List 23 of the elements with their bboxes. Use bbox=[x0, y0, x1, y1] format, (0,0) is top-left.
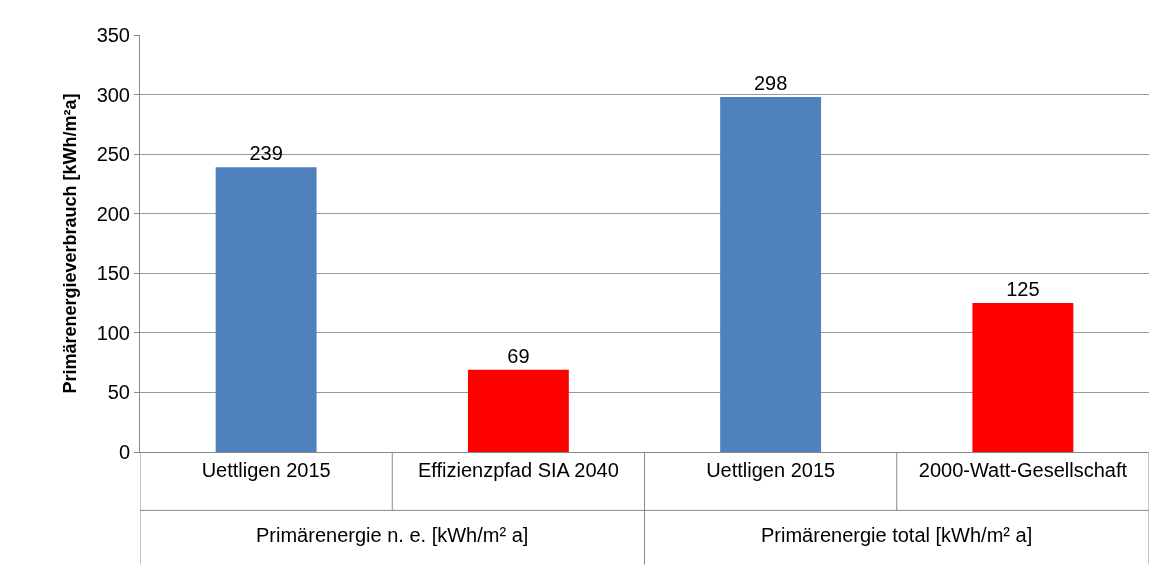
bar bbox=[467, 369, 569, 452]
x-tick-label: Uettligen 2015 bbox=[201, 459, 331, 481]
bar bbox=[215, 167, 317, 452]
text: Primärenergie n. e. [kWh/m² a] bbox=[256, 524, 529, 546]
data-label: 69 bbox=[507, 344, 530, 367]
y-tick-label: 350 bbox=[96, 24, 130, 46]
bar bbox=[972, 303, 1074, 452]
x-tick-label: 2000-Watt-Gesellschaft bbox=[918, 459, 1128, 481]
y-tick-label: 300 bbox=[96, 83, 130, 106]
y-tick-label: 100 bbox=[96, 321, 130, 344]
y-tick-label: 250 bbox=[96, 143, 130, 166]
text: Primärenergie total [kWh/m² a] bbox=[761, 524, 1033, 546]
bar bbox=[720, 96, 822, 452]
y-tick-label: 150 bbox=[96, 262, 130, 285]
data-label: 298 bbox=[753, 71, 788, 94]
y-tick-label: 50 bbox=[107, 381, 130, 404]
x-tick-label: Uettligen 2015 bbox=[706, 459, 836, 481]
y-tick-label: 200 bbox=[96, 202, 130, 225]
y-axis-title: Primärenergieverbrauch [kWh/m²a] bbox=[59, 93, 80, 394]
y-tick-label: 0 bbox=[118, 441, 130, 463]
data-label: 125 bbox=[1006, 278, 1040, 301]
data-label: 239 bbox=[249, 142, 283, 165]
x-tick-label: Effizienzpfad SIA 2040 bbox=[417, 459, 619, 481]
